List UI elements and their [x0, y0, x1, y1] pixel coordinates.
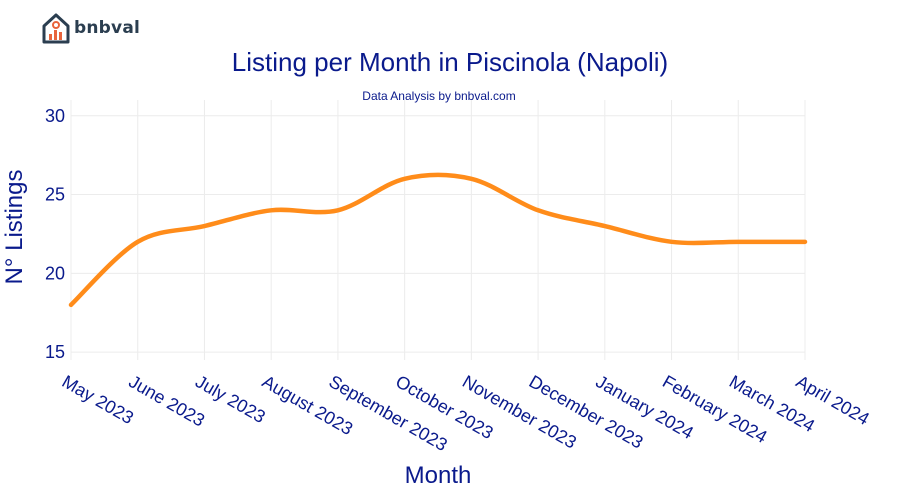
y-axis-ticks: 15 20 25 30	[45, 106, 65, 362]
house-chart-icon	[42, 13, 70, 44]
y-axis-title: N° Listings	[1, 170, 28, 285]
x-tick-label: December 2023	[526, 371, 647, 452]
brand-logo: bnbval	[42, 12, 140, 44]
grid-lines	[70, 100, 806, 360]
y-tick-label: 30	[45, 106, 65, 126]
x-tick-label: May 2023	[59, 371, 137, 428]
x-tick-label: June 2023	[125, 371, 208, 430]
series-lines	[68, 172, 808, 308]
chart-title: Listing per Month in Piscinola (Napoli)	[232, 47, 668, 77]
series-line-0	[68, 172, 808, 308]
x-tick-label: November 2023	[459, 371, 580, 452]
y-tick-label: 25	[45, 185, 65, 205]
x-axis-title: Month	[405, 462, 472, 489]
y-tick-label: 15	[45, 342, 65, 362]
brand-name: bnbval	[74, 18, 141, 38]
chart-subtitle: Data Analysis by bnbval.com	[362, 89, 515, 103]
x-tick-label: September 2023	[326, 371, 451, 455]
y-tick-label: 20	[45, 263, 65, 283]
